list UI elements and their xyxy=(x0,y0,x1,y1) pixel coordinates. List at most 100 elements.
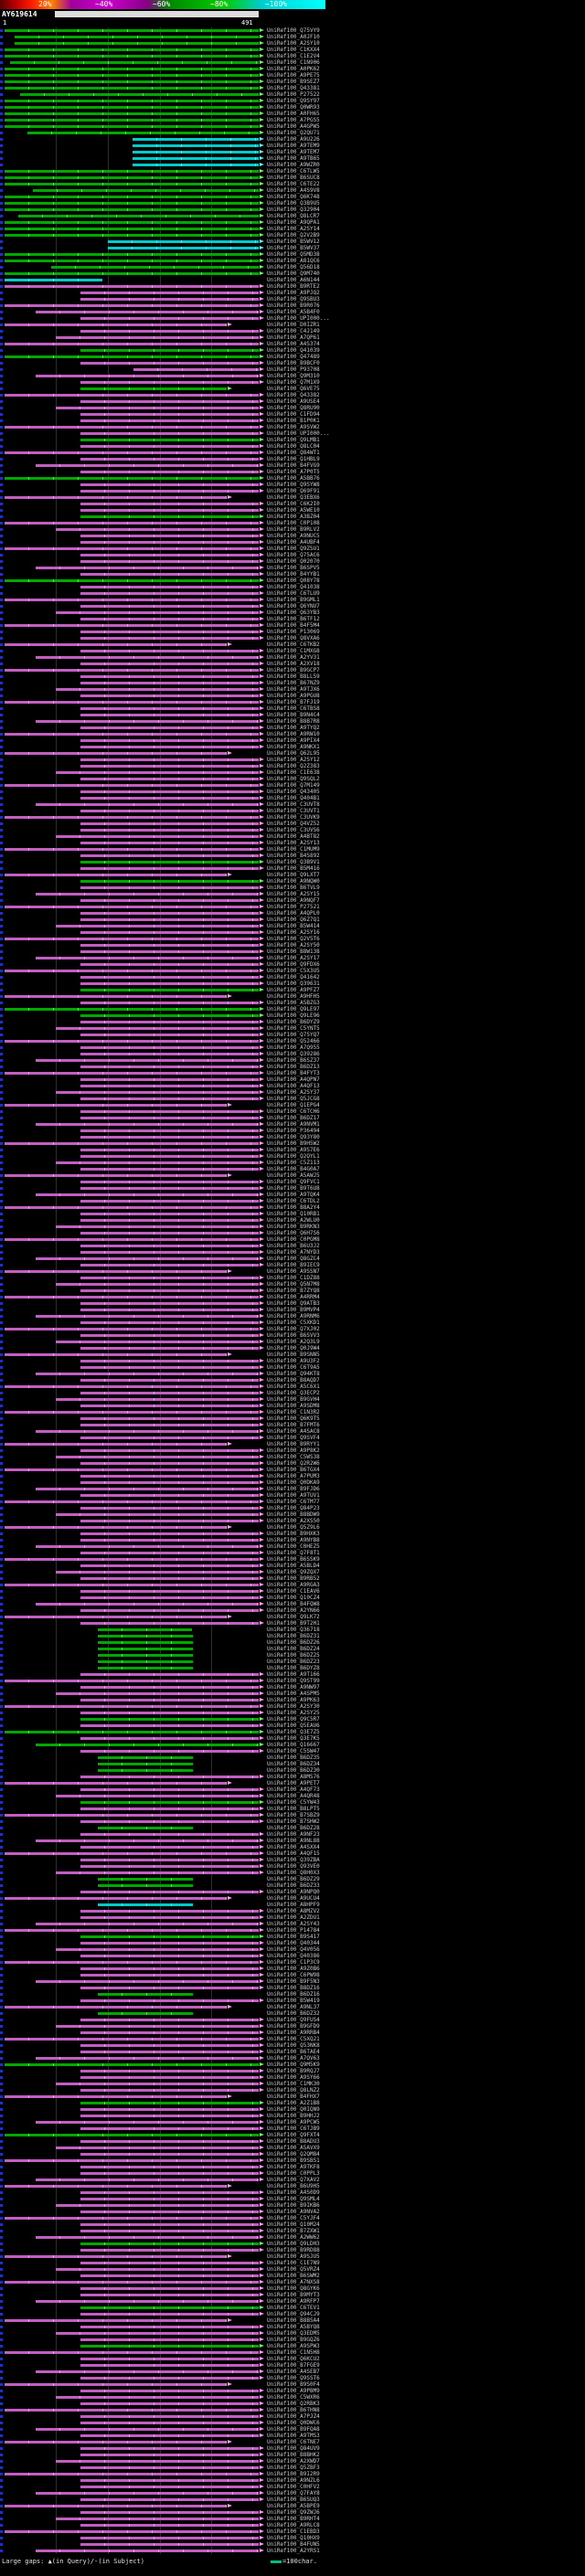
hit-row[interactable]: UniRef100_A6N144 xyxy=(0,277,585,283)
hit-label[interactable]: UniRef100_A9NYB8 xyxy=(267,1537,320,1543)
hit-label[interactable]: UniRef100_A9PJQ2 xyxy=(267,290,320,296)
hit-row[interactable]: UniRef100_A4RRM4 xyxy=(0,1294,585,1300)
hit-label[interactable]: UniRef100_Q75YQ7 xyxy=(267,1032,320,1038)
hit-label[interactable]: UniRef100_A9TYQ2 xyxy=(267,725,320,731)
hit-row[interactable]: UniRef100_Q9M740 xyxy=(0,270,585,277)
hit-label[interactable]: UniRef100_Q3E7Z5 xyxy=(267,1729,320,1735)
hit-row[interactable]: UniRef100_C5YJF4 xyxy=(0,2215,585,2221)
hit-bar[interactable] xyxy=(98,1763,194,1765)
hit-row[interactable]: UniRef100_A7PUM3 xyxy=(0,1473,585,1479)
hit-label[interactable]: UniRef100_B6DZ13 xyxy=(267,1064,320,1070)
hit-bar[interactable] xyxy=(80,1002,259,1004)
hit-label[interactable]: UniRef100_Q9LDH3 xyxy=(267,2241,320,2247)
hit-row[interactable]: UniRef100_C6TLW5 xyxy=(0,168,585,175)
hit-label[interactable]: UniRef100_Q4VZ52 xyxy=(267,821,320,827)
hit-row[interactable]: UniRef100_A9NKX1 xyxy=(0,744,585,750)
hit-row[interactable]: UniRef100_A8MZV2 xyxy=(0,1908,585,1914)
hit-label[interactable]: UniRef100_Q9SVF4 xyxy=(267,1435,320,1441)
hit-row[interactable]: UniRef100_C6TCH6 xyxy=(0,1108,585,1115)
hit-bar[interactable] xyxy=(80,765,259,768)
hit-row[interactable]: UniRef100_P14784 xyxy=(0,1927,585,1934)
hit-row[interactable]: UniRef100_Q94KT8 xyxy=(0,1371,585,1377)
hit-row[interactable]: UniRef100_A9TQK4 xyxy=(0,1192,585,1198)
hit-row[interactable]: UniRef100_B6DZ23 xyxy=(0,1659,585,1665)
hit-bar[interactable] xyxy=(80,1910,259,1913)
hit-row[interactable]: UniRef100_Q10CZ4 xyxy=(0,1595,585,1601)
hit-row[interactable]: UniRef100_C0HFV2 xyxy=(0,2484,585,2490)
hit-label[interactable]: UniRef100_Q94CJ9 xyxy=(267,2311,320,2317)
hit-bar[interactable] xyxy=(80,2031,259,2034)
hit-bar[interactable] xyxy=(56,771,259,774)
hit-row[interactable]: UniRef100_B9GML1 xyxy=(0,597,585,603)
hit-row[interactable]: UniRef100_C1EBD3 xyxy=(0,2528,585,2535)
hit-bar[interactable] xyxy=(5,279,103,281)
hit-bar[interactable] xyxy=(18,215,259,217)
hit-bar[interactable] xyxy=(35,1488,259,1490)
hit-bar[interactable] xyxy=(80,682,259,684)
hit-row[interactable]: UniRef100_C1P3C9 xyxy=(0,1959,585,1966)
hit-bar[interactable] xyxy=(80,1820,259,1823)
hit-bar[interactable] xyxy=(80,2524,259,2527)
hit-label[interactable]: UniRef100_A9SDM8 xyxy=(267,1403,320,1409)
hit-bar[interactable] xyxy=(56,1283,259,1286)
hit-label[interactable]: UniRef100_B8ADU3 xyxy=(267,2138,320,2145)
hit-label[interactable]: UniRef100_B8W138 xyxy=(267,949,320,955)
hit-bar[interactable] xyxy=(80,1622,259,1625)
hit-label[interactable]: UniRef100_Q0IQN9 xyxy=(267,2106,320,2113)
hit-bar[interactable] xyxy=(80,1718,259,1721)
hit-bar[interactable] xyxy=(98,1878,194,1881)
hit-row[interactable]: UniRef100_Q36718 xyxy=(0,1627,585,1633)
hit-row[interactable]: UniRef100_Q62L95 xyxy=(0,750,585,757)
hit-label[interactable]: UniRef100_P27522 xyxy=(267,91,320,98)
hit-bar[interactable] xyxy=(80,1673,259,1676)
hit-label[interactable]: UniRef100_C6TJB9 xyxy=(267,2125,320,2132)
hit-label[interactable]: UniRef100_Q7FAY8 xyxy=(267,2490,320,2496)
hit-bar[interactable] xyxy=(80,1200,259,1203)
hit-row[interactable]: UniRef100_A9UCU4 xyxy=(0,1895,585,1902)
hit-bar[interactable] xyxy=(80,535,259,537)
hit-row[interactable]: UniRef100_Q41039 xyxy=(0,347,585,354)
hit-label[interactable]: UniRef100_B9H5W2 xyxy=(267,1140,320,1147)
hit-bar[interactable] xyxy=(80,1424,259,1426)
hit-label[interactable]: UniRef100_B6DZ34 xyxy=(267,1761,320,1767)
hit-label[interactable]: UniRef100_Q75VY9 xyxy=(267,27,320,34)
hit-row[interactable]: UniRef100_P93708 xyxy=(0,366,585,373)
hit-label[interactable]: UniRef100_Q7XAV2 xyxy=(267,2177,320,2183)
hit-label[interactable]: UniRef100_C6TNE7 xyxy=(267,2439,320,2445)
hit-row[interactable]: UniRef100_B6SPV5 xyxy=(0,565,585,571)
hit-row[interactable]: UniRef100_Q9ATB3 xyxy=(0,1300,585,1307)
hit-bar[interactable] xyxy=(5,87,259,90)
hit-label[interactable]: UniRef100_Q39286 xyxy=(267,1051,320,1057)
hit-bar[interactable] xyxy=(98,1769,194,1772)
hit-bar[interactable] xyxy=(5,1104,228,1107)
hit-bar[interactable] xyxy=(80,918,259,921)
hit-label[interactable]: UniRef100_A2SY13 xyxy=(267,840,320,846)
hit-label[interactable]: UniRef100_B4FYT3 xyxy=(267,1070,320,1076)
hit-row[interactable]: UniRef100_B6DZ30 xyxy=(0,1767,585,1774)
hit-bar[interactable] xyxy=(56,2025,259,2028)
hit-row[interactable]: UniRef100_A9NQW0 xyxy=(0,878,585,885)
hit-bar[interactable] xyxy=(56,2147,259,2149)
hit-label[interactable]: UniRef100_A9U226 xyxy=(267,136,320,143)
hit-row[interactable]: UniRef100_A9TKF8 xyxy=(0,2164,585,2170)
hit-label[interactable]: UniRef100_B7FJ19 xyxy=(267,699,320,705)
hit-row[interactable]: UniRef100_P27522 xyxy=(0,91,585,98)
hit-label[interactable]: UniRef100_A4SEB7 xyxy=(267,2369,320,2375)
hit-label[interactable]: UniRef100_B8A2Y4 xyxy=(267,1204,320,1211)
hit-bar[interactable] xyxy=(5,112,259,115)
hit-label[interactable]: UniRef100_Q10HX9 xyxy=(267,2535,320,2541)
hit-label[interactable]: UniRef100_A7P0T5 xyxy=(267,469,320,475)
hit-row[interactable]: UniRef100_B9RHT4 xyxy=(0,2516,585,2522)
hit-bar[interactable] xyxy=(35,1257,259,1260)
hit-row[interactable]: UniRef100_C0P108 xyxy=(0,520,585,526)
hit-label[interactable]: UniRef100_A7NYD3 xyxy=(267,1249,320,1256)
hit-label[interactable]: UniRef100_A7Q955 xyxy=(267,1044,320,1051)
hit-label[interactable]: UniRef100_B9RHT4 xyxy=(267,2516,320,2522)
hit-row[interactable]: UniRef100_B4F5M4 xyxy=(0,622,585,629)
hit-bar[interactable] xyxy=(5,1296,259,1299)
hit-row[interactable]: UniRef100_B6DZ24 xyxy=(0,1646,585,1652)
hit-label[interactable]: UniRef100_C5YJF4 xyxy=(267,2215,320,2221)
hit-label[interactable]: UniRef100_C3UVK9 xyxy=(267,814,320,821)
hit-bar[interactable] xyxy=(5,208,259,211)
hit-row[interactable]: UniRef100_Q69F91 xyxy=(0,488,585,494)
